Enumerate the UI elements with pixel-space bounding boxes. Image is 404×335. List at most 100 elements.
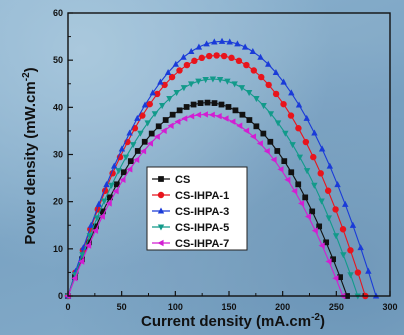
data-point	[188, 113, 195, 120]
legend-marker	[157, 207, 165, 214]
x-axis-label-main: Current density (mA.cm	[141, 313, 311, 330]
data-point	[176, 67, 183, 74]
data-point	[157, 78, 164, 85]
data-point	[160, 127, 167, 134]
data-point	[113, 181, 120, 188]
legend-item: CS-IHPA-5	[152, 222, 229, 234]
data-point	[134, 114, 141, 121]
data-point	[133, 156, 140, 164]
data-point	[195, 78, 202, 85]
legend: CS CS-IHPA-1 CS-IHPA-3 CS-IHPA-5 CS-IHPA-7	[146, 166, 248, 251]
data-point	[149, 89, 156, 96]
data-point	[218, 37, 226, 44]
data-point	[288, 169, 295, 176]
data-point	[260, 103, 267, 110]
data-point	[106, 194, 113, 201]
data-point	[211, 100, 218, 106]
data-point	[287, 112, 295, 119]
data-point	[263, 147, 270, 155]
data-point	[318, 198, 325, 205]
data-point	[105, 200, 112, 207]
data-point	[246, 117, 253, 123]
data-point	[256, 140, 263, 147]
data-point	[79, 252, 86, 259]
data-point	[209, 76, 217, 83]
data-point	[272, 68, 280, 76]
data-point	[190, 101, 197, 108]
x-axis: 0 50 100 150 200 250 300	[65, 291, 398, 312]
legend-marker	[157, 239, 164, 247]
legend-item: CS-IHPA-1	[152, 190, 229, 202]
legend-label: CS-IHPA-1	[175, 190, 229, 202]
series-cs-ihpa-5	[64, 76, 361, 300]
data-point	[325, 215, 333, 222]
data-point	[354, 269, 362, 276]
data-point	[326, 162, 334, 169]
data-point	[151, 111, 159, 118]
data-point	[120, 169, 127, 176]
data-point	[311, 129, 318, 136]
data-point	[86, 233, 93, 240]
data-point	[274, 148, 281, 154]
legend-item: CS-IHPA-3	[152, 206, 229, 218]
data-point	[309, 208, 316, 215]
data-point	[187, 81, 195, 88]
data-point	[148, 130, 155, 137]
data-point	[257, 53, 264, 60]
data-point	[173, 90, 180, 97]
data-point	[91, 227, 99, 234]
y-tick-label: 40	[53, 102, 63, 112]
legend-marker	[158, 176, 164, 182]
data-point	[232, 107, 239, 114]
data-point	[216, 77, 224, 84]
x-tick-label: 250	[329, 302, 344, 312]
data-point	[172, 60, 180, 67]
y-tick-label: 50	[53, 55, 63, 65]
data-point	[284, 176, 291, 183]
data-point	[258, 73, 265, 81]
data-point	[220, 52, 228, 60]
data-point	[166, 96, 173, 103]
data-point	[324, 187, 332, 194]
data-point	[323, 239, 330, 246]
data-point	[87, 221, 95, 228]
data-point	[93, 223, 99, 230]
data-point	[153, 90, 161, 98]
legend-item: CS-IHPA-7	[152, 238, 229, 250]
data-point	[234, 40, 241, 47]
data-point	[310, 153, 317, 161]
data-point	[198, 54, 205, 62]
data-point	[86, 239, 92, 246]
x-axis-label: Current density (mA.cm-2)	[141, 312, 325, 330]
y-axis-label-tail: )	[22, 67, 39, 72]
data-point	[280, 100, 287, 108]
data-point	[235, 57, 243, 65]
data-point	[222, 115, 229, 122]
data-point	[213, 52, 220, 59]
data-point	[95, 200, 103, 207]
x-tick-label: 0	[65, 302, 70, 312]
data-point	[337, 274, 343, 281]
data-point	[191, 57, 198, 65]
data-point	[202, 77, 209, 84]
data-point	[176, 107, 183, 114]
data-point	[195, 43, 203, 50]
data-point	[194, 111, 202, 119]
data-point	[229, 118, 236, 125]
data-point	[349, 221, 357, 228]
data-point	[334, 181, 341, 188]
data-point	[224, 78, 231, 85]
data-point	[141, 101, 149, 108]
data-point	[169, 111, 176, 118]
data-point	[295, 181, 302, 188]
x-axis-label-tail: )	[320, 313, 325, 330]
data-point	[139, 112, 146, 119]
y-axis: 0 10 20 30 40 50 60	[53, 8, 73, 301]
data-point	[174, 118, 181, 125]
data-point	[238, 85, 246, 92]
data-point	[111, 162, 118, 169]
data-point	[141, 138, 148, 145]
data-point	[332, 275, 339, 282]
data-point	[155, 123, 162, 130]
